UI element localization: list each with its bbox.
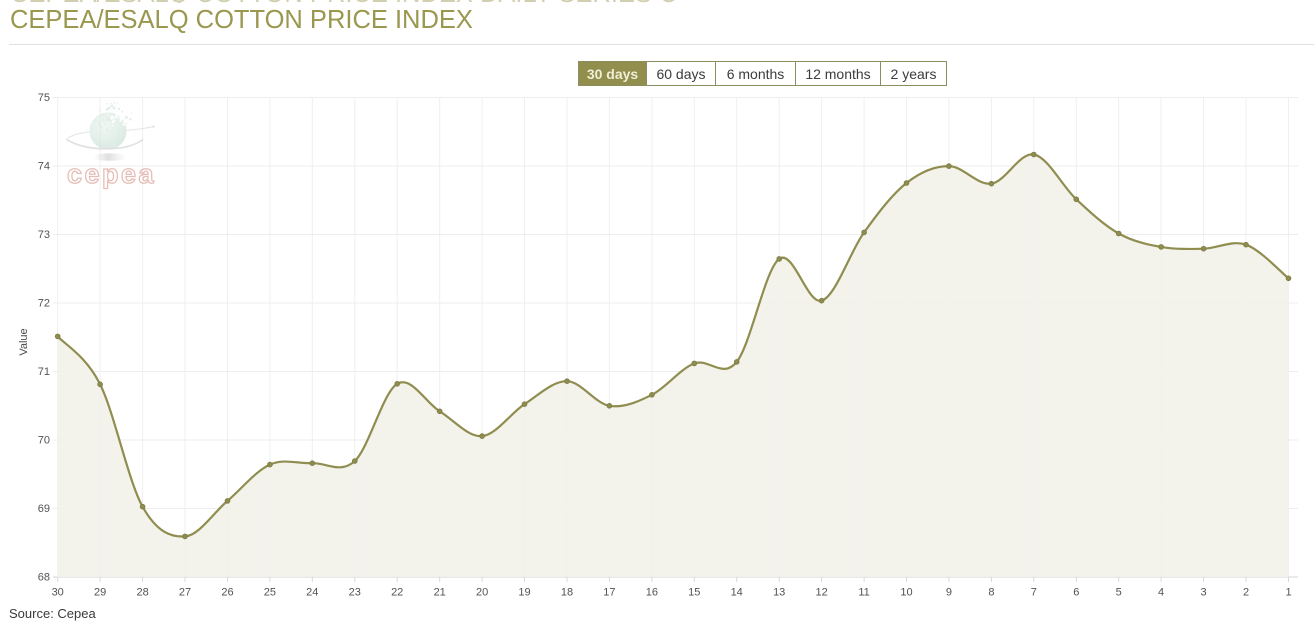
svg-text:10: 10 [900,587,912,599]
svg-text:7: 7 [1031,587,1037,599]
svg-text:6: 6 [1073,587,1079,599]
svg-text:22: 22 [391,587,403,599]
svg-text:70: 70 [38,435,50,447]
svg-text:16: 16 [646,587,658,599]
svg-text:73: 73 [38,229,50,241]
svg-text:Value: Value [18,328,30,355]
svg-text:71: 71 [38,366,50,378]
svg-text:4: 4 [1158,587,1164,599]
svg-text:69: 69 [38,503,50,515]
svg-text:12: 12 [815,587,827,599]
svg-text:19: 19 [518,587,530,599]
svg-text:17: 17 [603,587,615,599]
svg-text:1: 1 [1285,587,1291,599]
svg-text:cepea: cepea [67,159,156,189]
svg-text:29: 29 [94,587,106,599]
svg-text:11: 11 [858,587,869,599]
svg-text:2: 2 [1243,587,1249,599]
svg-text:74: 74 [38,161,50,173]
svg-text:3: 3 [1201,587,1207,599]
svg-text:25: 25 [264,587,276,599]
svg-text:15: 15 [688,587,700,599]
svg-text:24: 24 [306,587,318,599]
svg-text:28: 28 [136,587,148,599]
svg-text:68: 68 [38,572,50,584]
svg-text:23: 23 [349,587,361,599]
svg-text:5: 5 [1116,587,1122,599]
svg-text:13: 13 [773,587,785,599]
svg-text:21: 21 [434,587,446,599]
svg-text:26: 26 [221,587,233,599]
svg-text:14: 14 [731,587,743,599]
svg-text:75: 75 [38,92,50,104]
svg-text:30: 30 [52,587,64,599]
svg-text:27: 27 [179,587,191,599]
svg-text:18: 18 [561,587,573,599]
svg-text:9: 9 [946,587,952,599]
svg-text:72: 72 [38,298,50,310]
svg-text:20: 20 [476,587,488,599]
svg-text:8: 8 [988,587,994,599]
